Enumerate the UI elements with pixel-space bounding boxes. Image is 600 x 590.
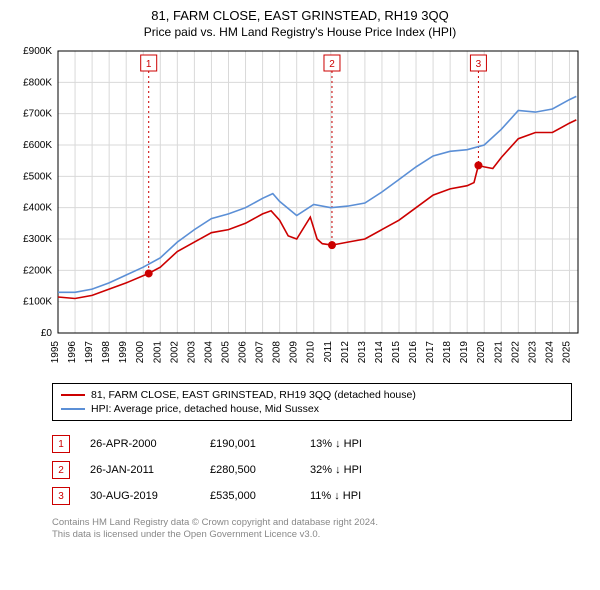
svg-text:£900K: £900K — [23, 46, 52, 57]
svg-text:1998: 1998 — [101, 341, 112, 364]
svg-text:£200K: £200K — [23, 265, 52, 276]
chart-area: £0 £100K £200K £300K £400K £500K £600K £700K £80… — [10, 45, 590, 375]
tx-date: 26-JAN-2011 — [90, 464, 190, 476]
svg-text:2010: 2010 — [306, 341, 317, 364]
tx-price: £280,500 — [210, 464, 290, 476]
chart-container: 81, FARM CLOSE, EAST GRINSTEAD, RH19 3QQ… — [0, 0, 600, 552]
svg-text:2002: 2002 — [169, 341, 180, 364]
svg-text:2021: 2021 — [493, 341, 504, 364]
svg-text:2011: 2011 — [323, 341, 334, 363]
legend-swatch — [61, 408, 85, 410]
svg-text:2005: 2005 — [220, 341, 231, 364]
tx-price: £190,001 — [210, 438, 290, 450]
svg-text:2016: 2016 — [408, 341, 419, 364]
svg-text:2: 2 — [329, 59, 335, 70]
tx-date: 26-APR-2000 — [90, 438, 190, 450]
footer-line: This data is licensed under the Open Gov… — [52, 529, 572, 541]
svg-text:2000: 2000 — [135, 341, 146, 364]
svg-text:1997: 1997 — [84, 341, 95, 364]
table-row: 1 26-APR-2000 £190,001 13% ↓ HPI — [52, 431, 572, 457]
table-row: 2 26-JAN-2011 £280,500 32% ↓ HPI — [52, 457, 572, 483]
legend-item: 81, FARM CLOSE, EAST GRINSTEAD, RH19 3QQ… — [61, 388, 563, 402]
tx-diff: 13% ↓ HPI — [310, 438, 400, 450]
svg-text:2022: 2022 — [510, 341, 521, 364]
svg-text:1995: 1995 — [50, 341, 61, 364]
chart-subtitle: Price paid vs. HM Land Registry's House … — [10, 25, 590, 39]
footer-attribution: Contains HM Land Registry data © Crown c… — [52, 517, 572, 542]
tx-date: 30-AUG-2019 — [90, 490, 190, 502]
svg-text:2024: 2024 — [544, 341, 555, 364]
svg-text:£300K: £300K — [23, 234, 52, 245]
svg-text:£700K: £700K — [23, 109, 52, 120]
svg-text:2018: 2018 — [442, 341, 453, 364]
legend-swatch — [61, 394, 85, 396]
svg-text:1999: 1999 — [118, 341, 129, 364]
svg-text:2020: 2020 — [476, 341, 487, 364]
svg-text:2014: 2014 — [374, 341, 385, 364]
tx-marker-icon: 1 — [52, 435, 70, 453]
legend-item: HPI: Average price, detached house, Mid … — [61, 402, 563, 416]
svg-text:2008: 2008 — [272, 341, 283, 364]
svg-text:£500K: £500K — [23, 171, 52, 182]
tx-marker-icon: 2 — [52, 461, 70, 479]
svg-text:2006: 2006 — [238, 341, 249, 364]
svg-text:2013: 2013 — [357, 341, 368, 364]
svg-text:2015: 2015 — [391, 341, 402, 364]
tx-price: £535,000 — [210, 490, 290, 502]
svg-text:£400K: £400K — [23, 203, 52, 214]
transactions-table: 1 26-APR-2000 £190,001 13% ↓ HPI 2 26-JA… — [52, 431, 572, 509]
svg-text:2009: 2009 — [289, 341, 300, 364]
svg-text:1: 1 — [146, 59, 152, 70]
svg-text:2003: 2003 — [186, 341, 197, 364]
svg-text:2025: 2025 — [561, 341, 572, 364]
svg-text:2023: 2023 — [527, 341, 538, 364]
svg-text:£100K: £100K — [23, 297, 52, 308]
svg-text:2001: 2001 — [152, 341, 163, 364]
svg-text:1996: 1996 — [67, 341, 78, 364]
svg-text:2012: 2012 — [340, 341, 351, 364]
chart-title: 81, FARM CLOSE, EAST GRINSTEAD, RH19 3QQ — [10, 8, 590, 23]
svg-text:2017: 2017 — [425, 341, 436, 364]
svg-text:£600K: £600K — [23, 140, 52, 151]
svg-text:£0: £0 — [41, 328, 53, 339]
svg-text:3: 3 — [476, 59, 482, 70]
legend: 81, FARM CLOSE, EAST GRINSTEAD, RH19 3QQ… — [52, 383, 572, 421]
svg-text:2007: 2007 — [255, 341, 266, 364]
tx-diff: 32% ↓ HPI — [310, 464, 400, 476]
tx-marker-icon: 3 — [52, 487, 70, 505]
svg-text:2004: 2004 — [203, 341, 214, 364]
line-chart: £0 £100K £200K £300K £400K £500K £600K £700K £80… — [10, 45, 590, 375]
svg-text:2019: 2019 — [459, 341, 470, 364]
legend-label: 81, FARM CLOSE, EAST GRINSTEAD, RH19 3QQ… — [91, 389, 416, 401]
tx-diff: 11% ↓ HPI — [310, 490, 400, 502]
table-row: 3 30-AUG-2019 £535,000 11% ↓ HPI — [52, 483, 572, 509]
legend-label: HPI: Average price, detached house, Mid … — [91, 403, 319, 415]
svg-text:£800K: £800K — [23, 77, 52, 88]
footer-line: Contains HM Land Registry data © Crown c… — [52, 517, 572, 529]
